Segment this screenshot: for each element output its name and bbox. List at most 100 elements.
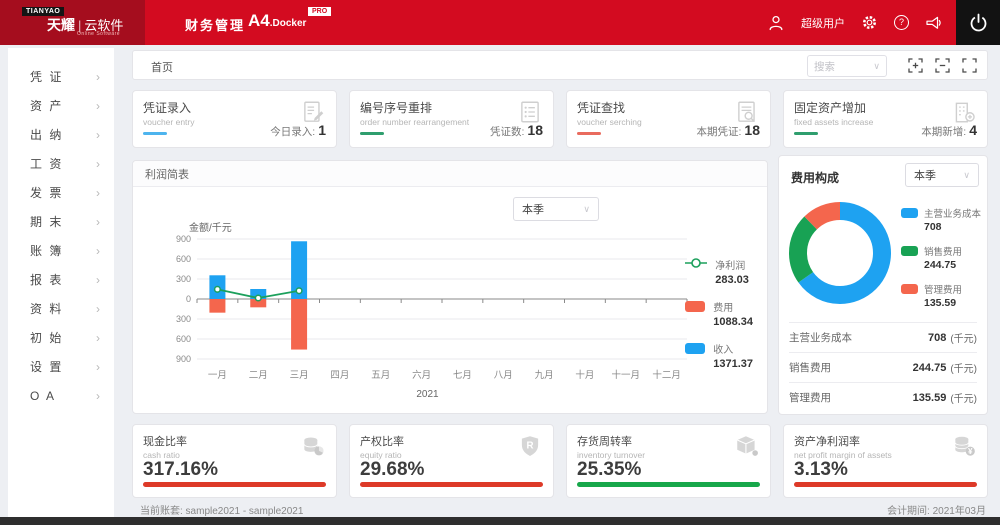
sidebar-item-label: 期 末 [30, 215, 64, 229]
kpi-progress-bar [577, 482, 760, 487]
svg-text:¥: ¥ [968, 447, 973, 456]
kpi-subtitle: inventory turnover [577, 450, 646, 460]
logout-power-button[interactable] [956, 0, 1000, 45]
add-view-icon[interactable] [908, 58, 923, 73]
kpi-title: 存货周转率 [577, 436, 632, 448]
chevron-right-icon: › [96, 359, 100, 374]
edition-label: A4.Docker PRO [248, 7, 332, 31]
sidebar-item-8[interactable]: 资 料 › [8, 294, 114, 323]
svg-text:600: 600 [176, 254, 191, 264]
swatch-icon [901, 246, 918, 256]
svg-text:900: 900 [176, 354, 191, 364]
top-icon-group: 超级用户 ? [767, 0, 942, 45]
tab-controls [908, 58, 977, 73]
kpi-card-net-profit-margin[interactable]: 资产净利润率 net profit margin of assets ¥ 3.1… [783, 424, 988, 498]
svg-text:900: 900 [176, 234, 191, 244]
help-icon[interactable]: ? [894, 15, 909, 30]
kpi-subtitle: cash ratio [143, 450, 180, 460]
svg-text:一月: 一月 [208, 370, 227, 381]
sidebar-item-7[interactable]: 报 表 › [8, 265, 114, 294]
expense-row-value: 135.59 [912, 391, 947, 404]
user-icon[interactable] [767, 14, 785, 32]
expense-period-dropdown[interactable]: 本季 ∨ [905, 163, 979, 187]
ordered-list-icon [521, 101, 539, 123]
document-edit-icon [304, 101, 324, 122]
settings-gear-icon[interactable] [861, 14, 878, 31]
sidebar-item-9[interactable]: 初 始 › [8, 323, 114, 352]
sidebar-item-10[interactable]: 设 置 › [8, 352, 114, 381]
current-account-set: 当前账套: sample2021 - sample2021 [140, 506, 304, 517]
stat-title: 固定资产增加 [794, 101, 867, 115]
stat-card-voucher-search[interactable]: 凭证查找 voucher serching 本期凭证: 18 [566, 90, 771, 148]
legend-value: 1371.37 [713, 358, 753, 370]
logo-badge: TIANYAO [22, 7, 65, 16]
svg-text:六月: 六月 [412, 369, 431, 381]
kpi-card-equity-ratio[interactable]: 产权比率 equity ratio R 29.68% [349, 424, 554, 498]
breadcrumb-home-tab[interactable]: 首页 [151, 62, 173, 74]
chevron-down-icon: ∨ [873, 60, 880, 71]
swatch-icon [685, 343, 706, 354]
kpi-title: 产权比率 [360, 436, 404, 448]
pro-badge: PRO [308, 7, 332, 16]
legend-net-profit: 净利润 283.03 [685, 257, 753, 286]
sidebar-item-1[interactable]: 资 产 › [8, 91, 114, 120]
sidebar-item-label: 出 纳 [30, 128, 64, 142]
svg-text:五月: 五月 [371, 370, 390, 381]
sidebar-item-label: 发 票 [30, 186, 64, 200]
remove-view-icon[interactable] [935, 58, 950, 73]
x-axis-year-label: 2021 [416, 389, 439, 400]
sidebar-item-6[interactable]: 账 簿 › [8, 236, 114, 265]
stat-value-row: 凭证数: 18 [490, 122, 543, 138]
announcement-horn-icon[interactable] [925, 15, 942, 31]
current-user[interactable]: 超级用户 [801, 17, 845, 30]
kpi-card-inventory-turnover[interactable]: 存货周转率 inventory turnover 25.35% [566, 424, 771, 498]
legend-label: 管理费用 [924, 285, 963, 296]
stat-subtitle: voucher serching [577, 117, 642, 127]
line-marker-icon [685, 258, 708, 268]
expense-legend-item-2: 管理费用 135.59 [901, 282, 981, 309]
kpi-value: 25.35% [577, 459, 642, 480]
expense-row-2: 管理费用 135.59 (千元) [789, 382, 977, 412]
stat-title: 凭证查找 [577, 101, 626, 115]
logo-cn: 天耀 [47, 17, 75, 33]
sidebar-item-3[interactable]: 工 资 › [8, 149, 114, 178]
expense-row-value: 244.75 [912, 361, 947, 374]
svg-text:三月: 三月 [290, 370, 309, 381]
chart-legend: 净利润 283.03 费用 1088.34 收入 1371.37 [685, 257, 753, 383]
fullscreen-icon[interactable] [962, 58, 977, 73]
svg-text:十月: 十月 [575, 369, 594, 381]
app-title: 财务管理 [185, 18, 246, 33]
stat-value: 4 [969, 122, 977, 138]
sidebar-item-0[interactable]: 凭 证 › [8, 62, 114, 91]
stat-title: 凭证录入 [143, 101, 192, 115]
sidebar-item-label: O A [30, 388, 57, 403]
sidebar-item-label: 报 表 [30, 273, 64, 287]
chevron-right-icon: › [96, 185, 100, 200]
legend-label: 净利润 [715, 261, 746, 272]
kpi-card-cash-ratio[interactable]: 现金比率 cash ratio 317.16% [132, 424, 337, 498]
stat-card-voucher-entry[interactable]: 凭证录入 voucher entry 今日录入: 1 [132, 90, 337, 148]
svg-text:八月: 八月 [494, 370, 513, 381]
sidebar-item-5[interactable]: 期 末 › [8, 207, 114, 236]
sidebar-item-2[interactable]: 出 纳 › [8, 120, 114, 149]
expense-composition-panel: 费用构成 本季 ∨ 主营业务成本 708 销售费用 244.75 管理费用 135.59 … [778, 155, 988, 415]
stat-card-fixed-assets[interactable]: 固定资产增加 fixed assets increase 本期新增: 4 [783, 90, 988, 148]
kpi-value: 3.13% [794, 459, 848, 480]
inventory-cube-icon [737, 436, 758, 456]
sidebar-item-11[interactable]: O A › [8, 381, 114, 410]
expense-panel-title: 费用构成 [791, 171, 840, 185]
sidebar-item-4[interactable]: 发 票 › [8, 178, 114, 207]
search-input[interactable]: 搜索 ∨ [807, 55, 887, 77]
chart-period-dropdown[interactable]: 本季 ∨ [513, 197, 599, 221]
expense-row-label: 管理费用 [789, 392, 831, 404]
legend-value: 135.59 [924, 297, 957, 309]
legend-value: 283.03 [715, 274, 749, 286]
profit-chart-panel: 利润简表 本季 ∨ 金额/千元 900 600 300 0 300 600 900 一月 二月 三… [132, 160, 768, 414]
stat-card-order-rearrangement[interactable]: 编号序号重排 order number rearrangement 凭证数: 18 [349, 90, 554, 148]
logo[interactable]: TIANYAO 天耀 | 云软件 Online Software [0, 0, 145, 45]
expense-legend-item-0: 主营业务成本 708 [901, 206, 981, 233]
chevron-down-icon: ∨ [583, 203, 590, 214]
svg-text:七月: 七月 [453, 370, 472, 381]
sidebar-item-label: 资 料 [30, 302, 64, 316]
